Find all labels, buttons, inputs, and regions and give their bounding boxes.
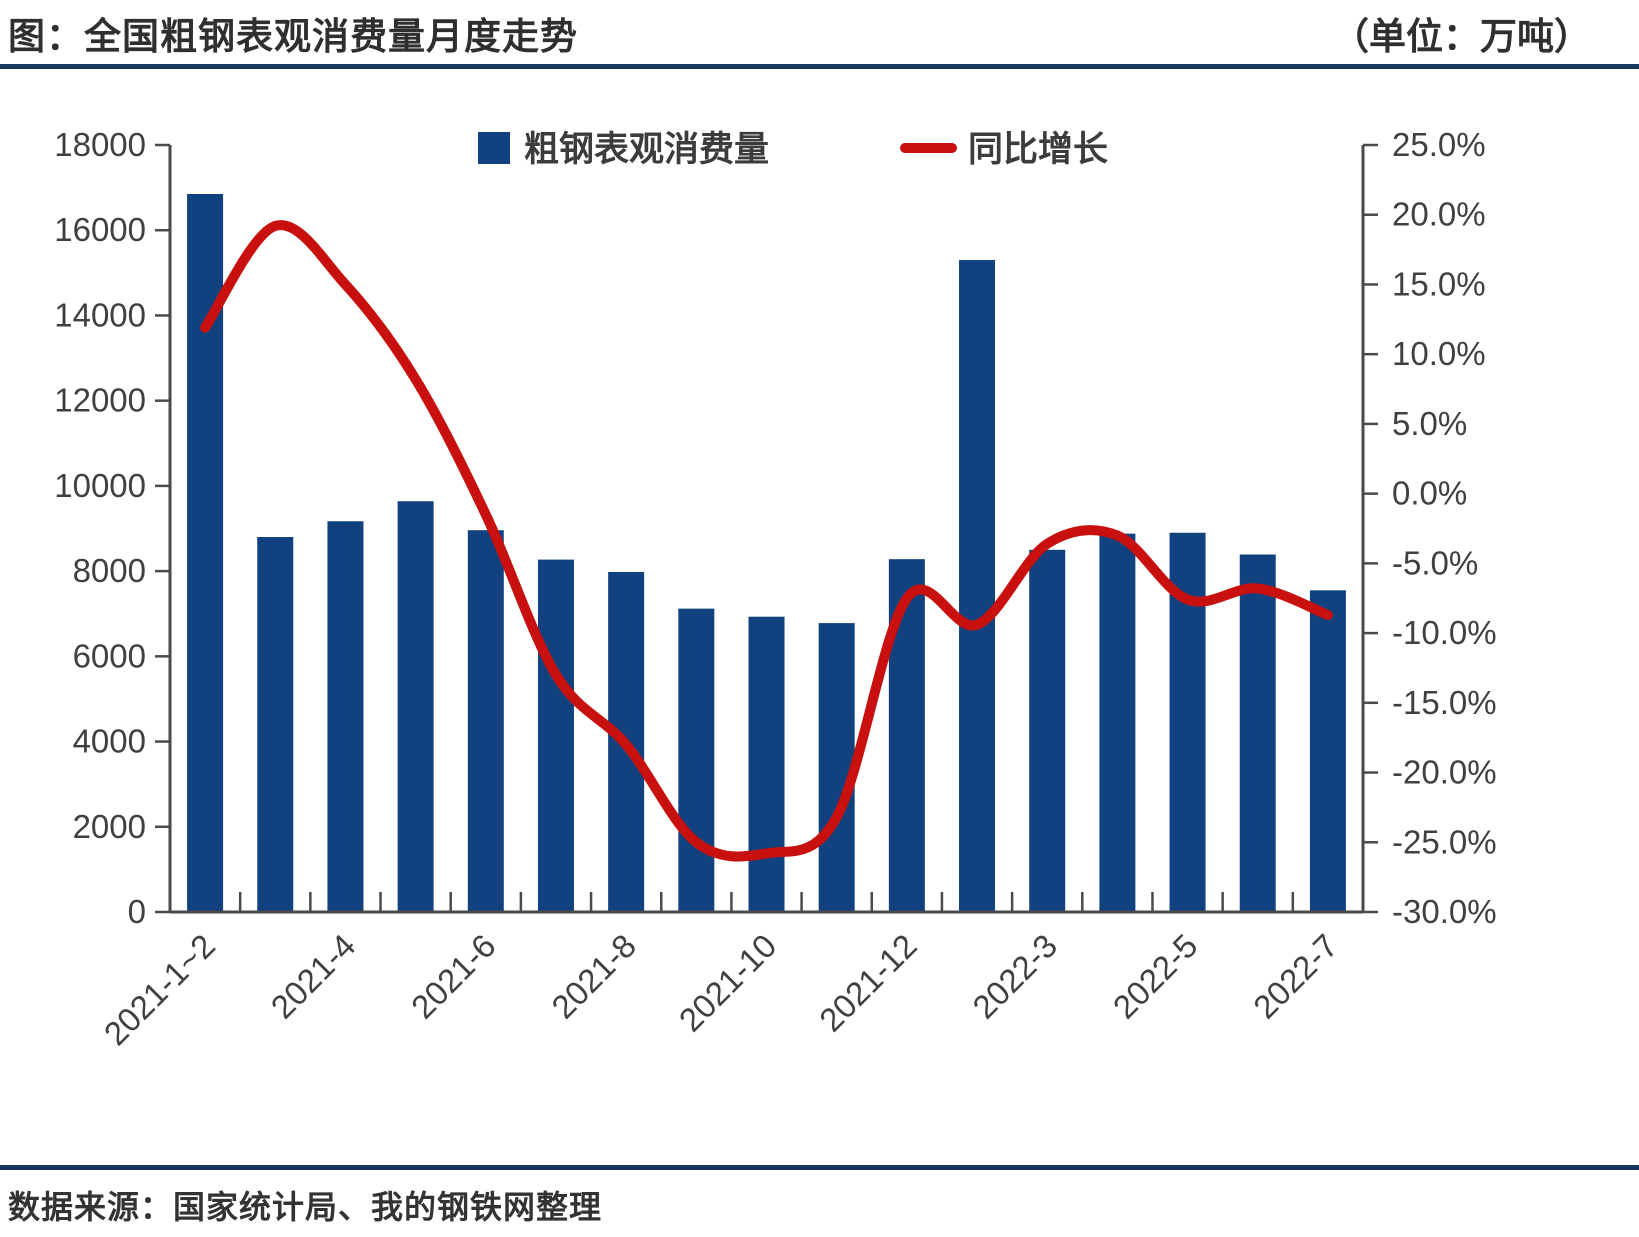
y-right-tick-label: -10.0% bbox=[1392, 614, 1497, 651]
yoy-growth-line bbox=[200, 220, 1333, 862]
consumption-bar bbox=[959, 260, 996, 912]
consumption-bar bbox=[467, 530, 504, 912]
consumption-bar bbox=[1239, 554, 1276, 912]
x-tick-label: 2021-1~2 bbox=[97, 927, 222, 1052]
y-left-tick-label: 10000 bbox=[54, 467, 146, 504]
y-left-tick-label: 14000 bbox=[54, 296, 146, 333]
consumption-bar bbox=[397, 501, 434, 912]
y-right-tick-label: -30.0% bbox=[1392, 893, 1497, 930]
consumption-bar bbox=[257, 537, 294, 912]
footer-divider bbox=[0, 1165, 1639, 1170]
legend-line-label: 同比增长 bbox=[968, 130, 1108, 169]
x-tick-label: 2021-6 bbox=[404, 927, 503, 1026]
legend-bar-swatch bbox=[478, 132, 510, 164]
x-tick-label: 2022-3 bbox=[965, 927, 1064, 1026]
consumption-bar bbox=[537, 559, 574, 912]
y-right-tick-label: 20.0% bbox=[1392, 196, 1486, 233]
y-right-tick-label: -15.0% bbox=[1392, 684, 1497, 721]
data-source-note: 数据来源：国家统计局、我的钢铁网整理 bbox=[8, 1189, 603, 1225]
x-tick-label: 2021-12 bbox=[812, 927, 924, 1039]
x-tick-label: 2021-8 bbox=[544, 927, 643, 1026]
y-left-tick-label: 4000 bbox=[73, 723, 146, 760]
consumption-bar bbox=[818, 623, 855, 912]
y-right-tick-label: -5.0% bbox=[1392, 544, 1478, 581]
chart-canvas: 18000 16000 14000 12000 10000 8000 6000 4000 200… bbox=[54, 126, 1497, 1052]
y-left-tick-label: 2000 bbox=[73, 808, 146, 845]
y-right-tick-label: -25.0% bbox=[1392, 823, 1497, 860]
x-tick-label: 2022-7 bbox=[1246, 927, 1345, 1026]
x-tick-label: 2022-5 bbox=[1106, 927, 1205, 1026]
consumption-bar bbox=[678, 608, 715, 912]
consumption-bar bbox=[748, 616, 785, 912]
consumption-bar bbox=[327, 521, 364, 912]
y-right-tick-label: 10.0% bbox=[1392, 335, 1486, 372]
y-right-tick-label: 5.0% bbox=[1392, 405, 1467, 442]
x-tick-label: 2021-10 bbox=[672, 927, 784, 1039]
y-left-tick-label: 12000 bbox=[54, 382, 146, 419]
consumption-bar bbox=[1029, 549, 1066, 912]
y-left-tick-label: 0 bbox=[128, 893, 146, 930]
title-divider bbox=[0, 64, 1639, 69]
legend-bar-label: 粗钢表观消费量 bbox=[524, 130, 769, 169]
consumption-bar bbox=[1309, 590, 1346, 912]
chart-title: 图：全国粗钢表观消费量月度走势 bbox=[8, 16, 578, 57]
y-right-tick-label: 15.0% bbox=[1392, 265, 1486, 302]
x-tick-label: 2021-4 bbox=[264, 927, 363, 1026]
y-right-tick-label: 25.0% bbox=[1392, 126, 1486, 163]
y-right-tick-label: -20.0% bbox=[1392, 754, 1497, 791]
y-left-tick-label: 6000 bbox=[73, 637, 146, 674]
y-left-tick-label: 16000 bbox=[54, 211, 146, 248]
y-left-tick-label: 8000 bbox=[73, 552, 146, 589]
chart-unit-label: （单位：万吨） bbox=[1332, 16, 1591, 57]
y-right-tick-label: 0.0% bbox=[1392, 475, 1467, 512]
y-left-tick-label: 18000 bbox=[54, 126, 146, 163]
consumption-bar bbox=[1099, 533, 1136, 912]
